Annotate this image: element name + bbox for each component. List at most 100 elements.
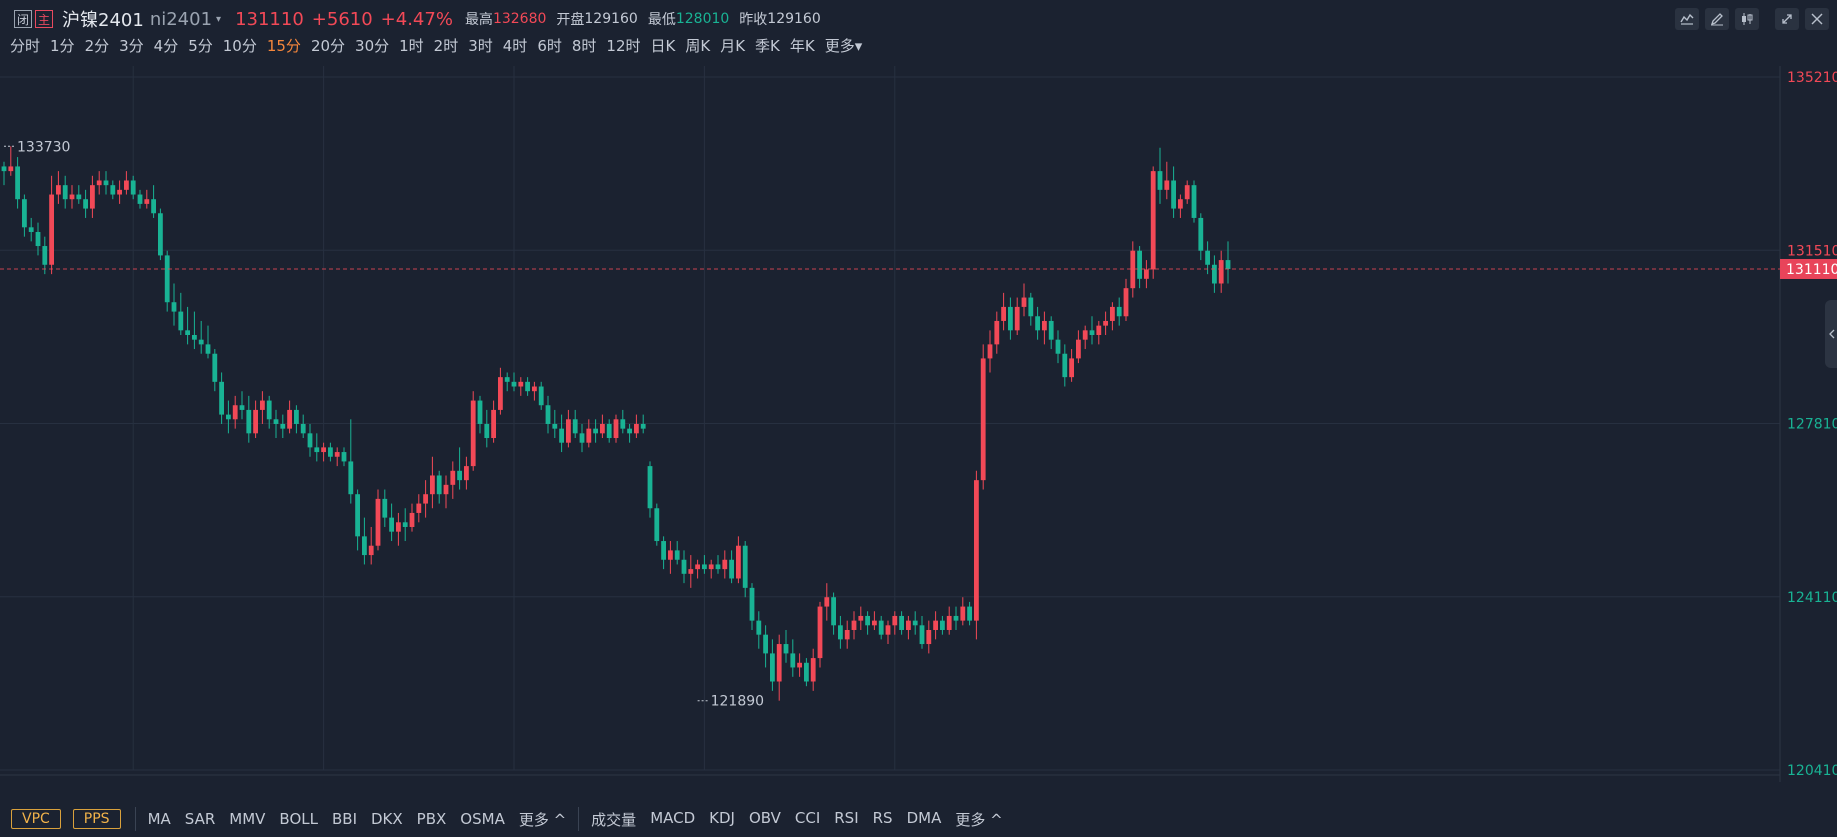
period-10[interactable]: 1时 (399, 37, 424, 55)
main-indicator-3[interactable]: BOLL (279, 810, 318, 828)
period-12[interactable]: 3时 (468, 37, 493, 55)
sub-indicator-2[interactable]: KDJ (709, 808, 735, 827)
candle-body (831, 597, 836, 626)
period-13[interactable]: 4时 (502, 37, 528, 55)
candle-body (559, 428, 564, 443)
candles-icon[interactable] (1735, 8, 1759, 30)
period-7[interactable]: 15分 (266, 37, 301, 55)
main-indicator-0[interactable]: MA (147, 810, 171, 828)
sub-indicator-5[interactable]: RSI (834, 808, 859, 827)
main-indicator-5[interactable]: DKX (371, 810, 403, 828)
main-indicator-1[interactable]: SAR (184, 810, 216, 828)
main-indicator-7[interactable]: OSMA (460, 810, 505, 828)
candle-body (926, 629, 932, 645)
period-6[interactable]: 10分 (222, 37, 257, 55)
sub-indicator-7[interactable]: DMA (906, 808, 942, 827)
main-indicator-2[interactable]: MMV (229, 810, 266, 828)
overlay-vpc-button[interactable]: VPC (11, 809, 61, 829)
candle-body (56, 185, 61, 195)
candle-body (620, 419, 626, 429)
symbol-name[interactable]: 沪镍2401 (62, 10, 144, 31)
overlay-pps-button[interactable]: PPS (72, 809, 121, 829)
candle-body (810, 658, 816, 682)
sub-indicator-more-button[interactable]: 更多 ^ (955, 810, 1003, 829)
period-17[interactable]: 日K (650, 37, 676, 55)
period-3[interactable]: 3分 (119, 37, 144, 55)
candle-body (382, 498, 388, 518)
candle-body (532, 386, 537, 392)
candle-body (647, 466, 653, 509)
main-indicator-6[interactable]: PBX (416, 810, 447, 828)
expand-icon[interactable] (1775, 8, 1799, 30)
candle-body (708, 564, 714, 570)
candle-body (865, 615, 870, 626)
candle-body (851, 620, 857, 630)
sub-indicator-6[interactable]: RS (872, 808, 893, 827)
period-15[interactable]: 8时 (571, 37, 597, 55)
candle-body (171, 302, 177, 312)
period-8[interactable]: 20分 (310, 37, 346, 55)
candle-body (1028, 297, 1034, 317)
candle-body (498, 377, 503, 410)
candle-body (878, 620, 884, 635)
period-9[interactable]: 30分 (355, 37, 390, 55)
main-indicator-more-button[interactable]: 更多 ^ (518, 810, 567, 829)
period-20[interactable]: 季K (755, 37, 780, 55)
period-19[interactable]: 月K (720, 37, 746, 55)
pencil-icon[interactable] (1705, 8, 1729, 30)
candle-body (1089, 330, 1095, 336)
candle-body (137, 194, 143, 204)
candle-body (579, 433, 585, 443)
period-18[interactable]: 周K (685, 37, 711, 55)
candlestick-chart[interactable]: 13521013151012781012411012041011-22 09:1… (0, 66, 1837, 782)
symbol-code[interactable]: ni2401 (149, 8, 213, 30)
sub-indicator-3[interactable]: OBV (748, 808, 781, 827)
period-5[interactable]: 5分 (188, 37, 213, 55)
candle-body (1164, 180, 1170, 190)
divider (578, 807, 580, 831)
candle-body (130, 180, 136, 195)
period-0[interactable]: 分时 (10, 37, 41, 55)
period-2[interactable]: 2分 (84, 37, 110, 55)
side-panel-toggle[interactable] (1825, 300, 1837, 368)
sub-indicator-0[interactable]: 成交量 (591, 810, 637, 829)
main-indicator-4[interactable]: BBI (331, 810, 357, 828)
candle-body (396, 522, 401, 532)
candle-body (953, 615, 959, 621)
period-22[interactable]: 更多▾ (824, 37, 863, 55)
candle-body (1062, 353, 1068, 378)
sub-indicator-4[interactable]: CCI (794, 808, 821, 827)
candle-body (566, 419, 571, 443)
period-4[interactable]: 4分 (153, 37, 179, 55)
period-1[interactable]: 1分 (50, 37, 75, 55)
candle-body (525, 381, 530, 392)
candle-body (1014, 306, 1020, 331)
y-tick-label: 127810 (1787, 417, 1837, 433)
candle-body (22, 199, 27, 228)
candle-body (294, 409, 299, 424)
period-14[interactable]: 6时 (537, 37, 562, 55)
candle-body (967, 606, 972, 621)
price-change-pct: +4.47% (380, 8, 453, 30)
period-11[interactable]: 2时 (433, 37, 459, 55)
candle-body (464, 466, 469, 481)
candle-body (783, 644, 789, 654)
candle-body (266, 400, 272, 420)
candle-body (593, 428, 598, 434)
line-chart-icon[interactable] (1675, 8, 1699, 30)
sub-indicator-1[interactable]: MACD (650, 808, 696, 827)
candle-body (314, 447, 320, 453)
close-icon[interactable] (1805, 8, 1829, 30)
candle-body (15, 166, 20, 200)
candle-body (661, 541, 666, 560)
candle-body (1191, 185, 1197, 218)
stat-low-label: 最低 (647, 12, 676, 28)
candle-body (511, 381, 517, 387)
period-21[interactable]: 年K (789, 37, 815, 55)
symbol-dropdown-icon[interactable]: ▾ (216, 13, 222, 25)
candle-body (627, 428, 632, 434)
candle-body (1144, 269, 1149, 279)
candle-body (334, 452, 340, 457)
period-16[interactable]: 12时 (606, 37, 641, 55)
candle-body (994, 320, 1000, 345)
